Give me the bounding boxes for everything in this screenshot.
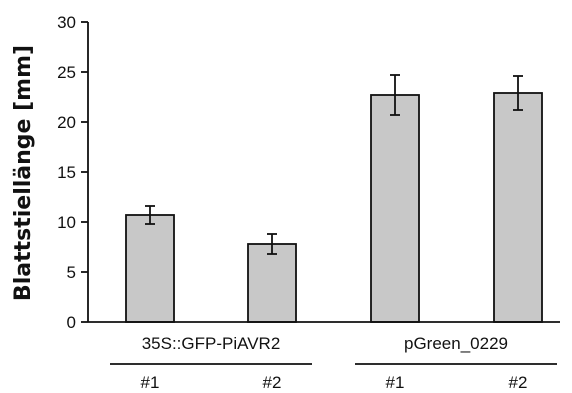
x-category-label: #1 [141, 373, 160, 392]
x-category-label: #2 [263, 373, 282, 392]
y-tick-label: 30 [57, 13, 76, 32]
y-axis-label: Blattstiellänge [mm] [11, 45, 36, 301]
y-tick-label: 5 [67, 263, 76, 282]
x-category-label: #2 [509, 373, 528, 392]
bar [247, 243, 297, 323]
y-tick-label: 20 [57, 113, 76, 132]
bar [493, 92, 543, 323]
group-label: pGreen_0229 [404, 334, 508, 353]
y-tick-label: 25 [57, 63, 76, 82]
y-tick-label: 0 [67, 313, 76, 332]
y-tick-label: 15 [57, 163, 76, 182]
bars [125, 74, 543, 323]
y-axis: 0 5 10 15 20 25 30 [57, 13, 89, 332]
bar [370, 94, 420, 323]
group-label: 35S::GFP-PiAVR2 [142, 334, 281, 353]
y-tick-label: 10 [57, 213, 76, 232]
bar [125, 214, 175, 323]
x-category-label: #1 [386, 373, 405, 392]
x-axis: #1 #2 #1 #2 35S::GFP-PiAVR2 pGreen_0229 [88, 321, 560, 392]
